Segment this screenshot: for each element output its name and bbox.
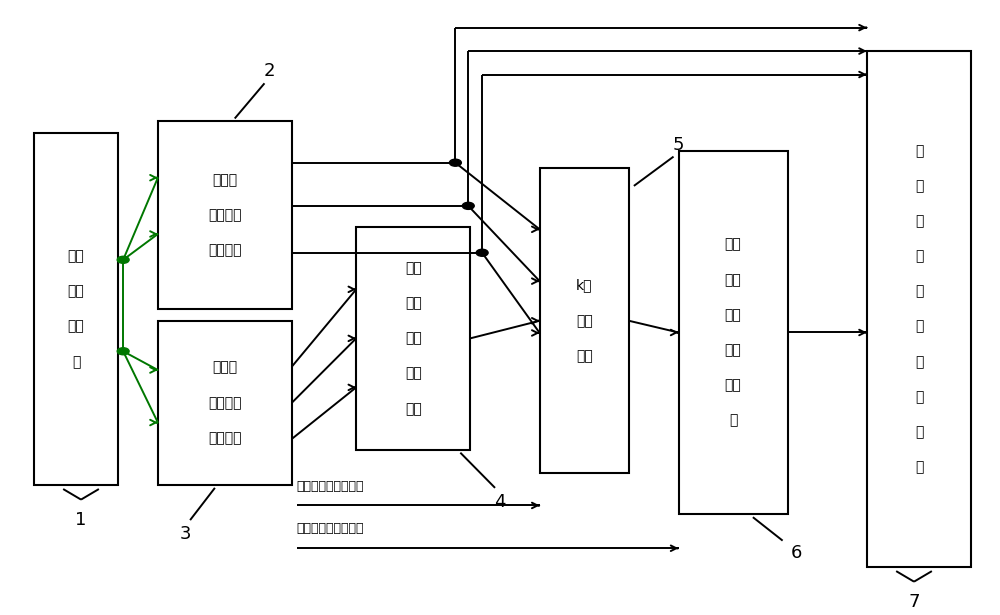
Text: 2: 2 bbox=[264, 62, 275, 81]
Text: 线电: 线电 bbox=[725, 237, 741, 252]
Text: 计算单元: 计算单元 bbox=[208, 244, 242, 258]
Text: 实际幅值: 实际幅值 bbox=[208, 208, 242, 222]
Text: 1: 1 bbox=[75, 511, 87, 530]
Text: 障: 障 bbox=[915, 249, 923, 263]
Text: 单元: 单元 bbox=[405, 402, 422, 416]
Text: 诊: 诊 bbox=[915, 355, 923, 369]
Text: 算单: 算单 bbox=[725, 378, 741, 392]
Text: 压采: 压采 bbox=[68, 285, 84, 298]
Text: 计算: 计算 bbox=[576, 314, 593, 328]
Text: 值计: 值计 bbox=[725, 343, 741, 357]
Text: 相: 相 bbox=[915, 179, 923, 193]
Text: 7: 7 bbox=[908, 593, 920, 611]
Text: 样单: 样单 bbox=[68, 320, 84, 333]
Circle shape bbox=[117, 256, 129, 263]
FancyBboxPatch shape bbox=[867, 51, 971, 567]
Text: 判断: 判断 bbox=[405, 367, 422, 381]
Text: 类: 类 bbox=[915, 285, 923, 298]
Text: 线电压: 线电压 bbox=[212, 173, 237, 187]
Text: 两: 两 bbox=[915, 144, 923, 157]
Circle shape bbox=[462, 202, 474, 209]
Circle shape bbox=[476, 249, 488, 256]
Text: 相电压: 相电压 bbox=[212, 360, 237, 375]
Text: 元: 元 bbox=[72, 355, 80, 369]
Text: k值: k值 bbox=[576, 279, 593, 293]
Text: 6: 6 bbox=[791, 544, 802, 561]
Text: 实际幅值: 实际幅值 bbox=[208, 396, 242, 410]
Text: 论幅: 论幅 bbox=[725, 308, 741, 322]
Text: 故障: 故障 bbox=[405, 296, 422, 310]
Text: 类别: 类别 bbox=[405, 331, 422, 346]
Text: 相电压额定幅值给定: 相电压额定幅值给定 bbox=[297, 522, 364, 535]
Text: 型: 型 bbox=[915, 320, 923, 333]
Text: 元: 元 bbox=[915, 461, 923, 474]
Text: 计算单元: 计算单元 bbox=[208, 431, 242, 445]
FancyBboxPatch shape bbox=[158, 321, 292, 485]
FancyBboxPatch shape bbox=[356, 227, 470, 450]
Text: 元: 元 bbox=[729, 413, 737, 427]
Text: 线电压额定幅值给定: 线电压额定幅值给定 bbox=[297, 480, 364, 493]
Text: 线电: 线电 bbox=[68, 249, 84, 263]
Circle shape bbox=[117, 347, 129, 355]
Text: 短路: 短路 bbox=[405, 261, 422, 275]
Text: 3: 3 bbox=[179, 525, 191, 543]
Text: 单元: 单元 bbox=[576, 349, 593, 363]
Text: 压理: 压理 bbox=[725, 272, 741, 287]
Text: 4: 4 bbox=[494, 493, 506, 510]
FancyBboxPatch shape bbox=[540, 169, 629, 473]
FancyBboxPatch shape bbox=[679, 151, 788, 514]
FancyBboxPatch shape bbox=[158, 121, 292, 309]
Text: 单: 单 bbox=[915, 425, 923, 439]
Text: 5: 5 bbox=[673, 136, 684, 154]
Text: 断: 断 bbox=[915, 390, 923, 404]
Circle shape bbox=[449, 159, 461, 166]
FancyBboxPatch shape bbox=[34, 133, 118, 485]
Text: 故: 故 bbox=[915, 214, 923, 228]
